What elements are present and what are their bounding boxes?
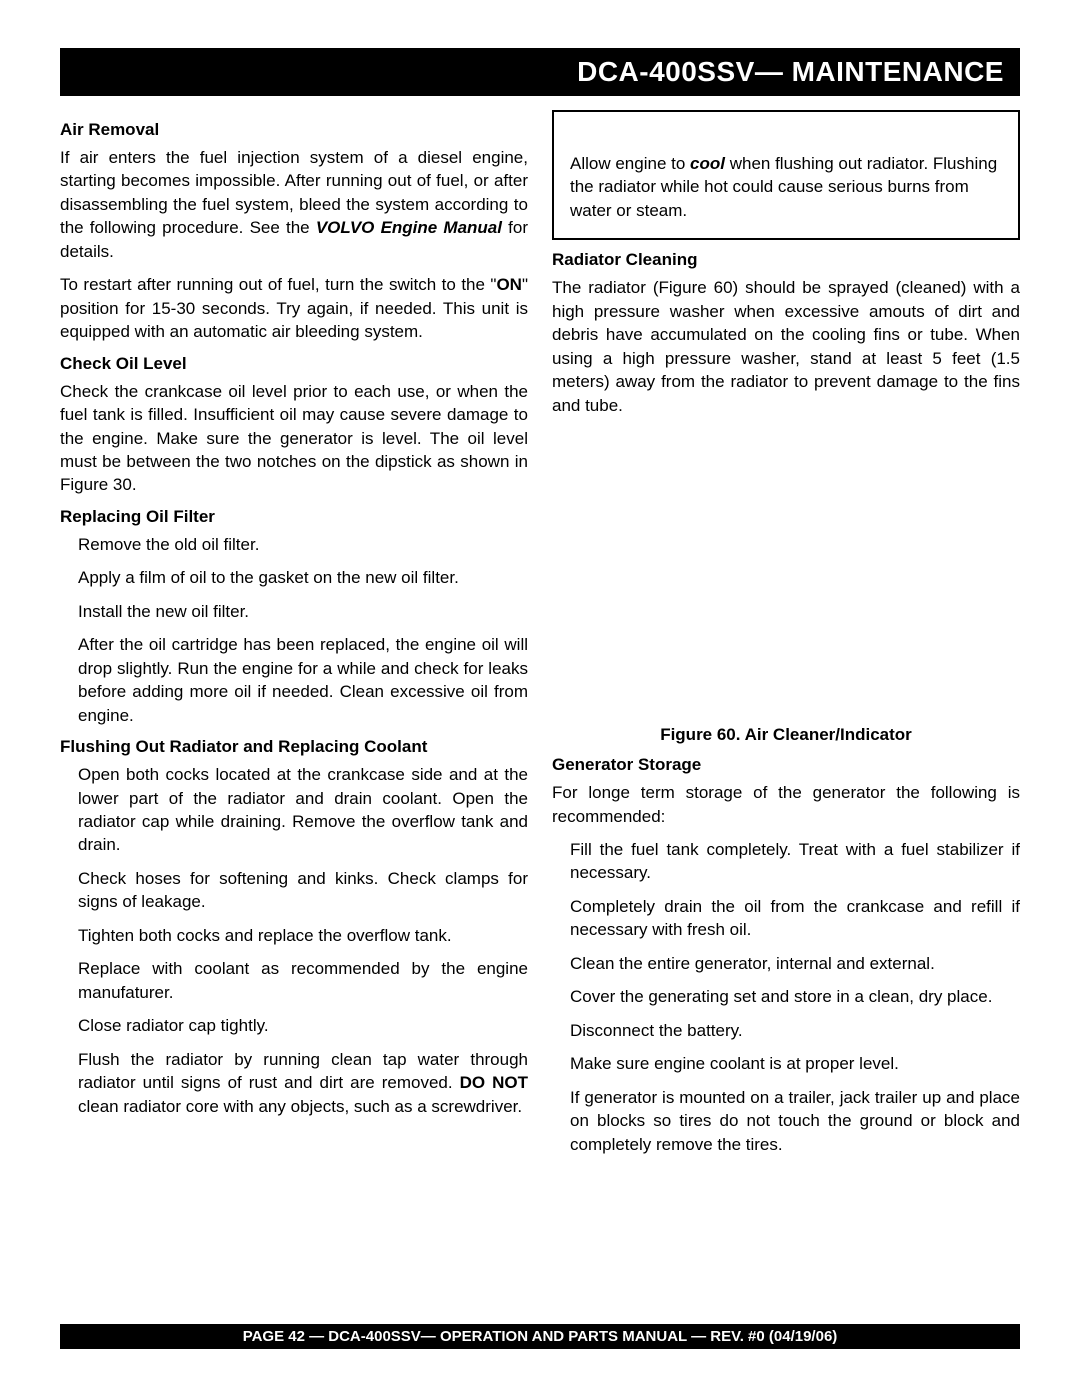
list-item: Completely drain the oil from the crankc… (570, 895, 1020, 942)
do-not-bold: DO NOT (460, 1073, 528, 1092)
list-item: Close radiator cap tightly. (78, 1014, 528, 1037)
heading-radiator-cleaning: Radiator Cleaning (552, 250, 1020, 270)
heading-oil-filter: Replacing Oil Filter (60, 507, 528, 527)
oil-filter-list: Remove the old oil filter. Apply a film … (60, 533, 528, 727)
left-column: Air Removal If air enters the fuel injec… (60, 110, 528, 1166)
radiator-cleaning-p1: The radiator (Figure 60) should be spray… (552, 276, 1020, 417)
check-oil-p1: Check the crankcase oil level prior to e… (60, 380, 528, 497)
list-item: Flush the radiator by running clean tap … (78, 1048, 528, 1118)
figure-placeholder (552, 427, 1020, 717)
list-item: Open both cocks located at the crankcase… (78, 763, 528, 857)
text: Allow engine to (570, 154, 690, 173)
list-item: Install the new oil filter. (78, 600, 528, 623)
list-item: Tighten both cocks and replace the overf… (78, 924, 528, 947)
text: To restart after running out of fuel, tu… (60, 275, 496, 294)
figure-caption: Figure 60. Air Cleaner/Indicator (552, 725, 1020, 745)
title-bar: DCA-400SSV— MAINTENANCE (60, 48, 1020, 96)
list-item: Cover the generating set and store in a … (570, 985, 1020, 1008)
storage-list: Fill the fuel tank completely. Treat wit… (552, 838, 1020, 1156)
list-item: If generator is mounted on a trailer, ja… (570, 1086, 1020, 1156)
right-column: Allow engine to cool when flushing out r… (552, 110, 1020, 1166)
list-item: Make sure engine coolant is at proper le… (570, 1052, 1020, 1075)
list-item: Disconnect the battery. (570, 1019, 1020, 1042)
list-item: Apply a film of oil to the gasket on the… (78, 566, 528, 589)
heading-check-oil: Check Oil Level (60, 354, 528, 374)
warning-box: Allow engine to cool when flushing out r… (552, 110, 1020, 240)
list-item: Fill the fuel tank completely. Treat wit… (570, 838, 1020, 885)
heading-flushing: Flushing Out Radiator and Replacing Cool… (60, 737, 528, 757)
heading-storage: Generator Storage (552, 755, 1020, 775)
air-removal-p2: To restart after running out of fuel, tu… (60, 273, 528, 343)
heading-air-removal: Air Removal (60, 120, 528, 140)
text: clean radiator core with any objects, su… (78, 1097, 522, 1116)
volvo-engine-manual: VOLVO Engine Manual (316, 218, 502, 237)
list-item: Check hoses for softening and kinks. Che… (78, 867, 528, 914)
cool-bold-italic: cool (690, 154, 725, 173)
list-item: Clean the entire generator, internal and… (570, 952, 1020, 975)
air-removal-p1: If air enters the fuel injection system … (60, 146, 528, 263)
on-bold: ON (496, 275, 522, 294)
flushing-list: Open both cocks located at the crankcase… (60, 763, 528, 1118)
footer-bar: PAGE 42 — DCA-400SSV— OPERATION AND PART… (60, 1324, 1020, 1349)
storage-intro: For longe term storage of the generator … (552, 781, 1020, 828)
list-item: After the oil cartridge has been replace… (78, 633, 528, 727)
list-item: Replace with coolant as recommended by t… (78, 957, 528, 1004)
list-item: Remove the old oil filter. (78, 533, 528, 556)
content-columns: Air Removal If air enters the fuel injec… (60, 110, 1020, 1166)
